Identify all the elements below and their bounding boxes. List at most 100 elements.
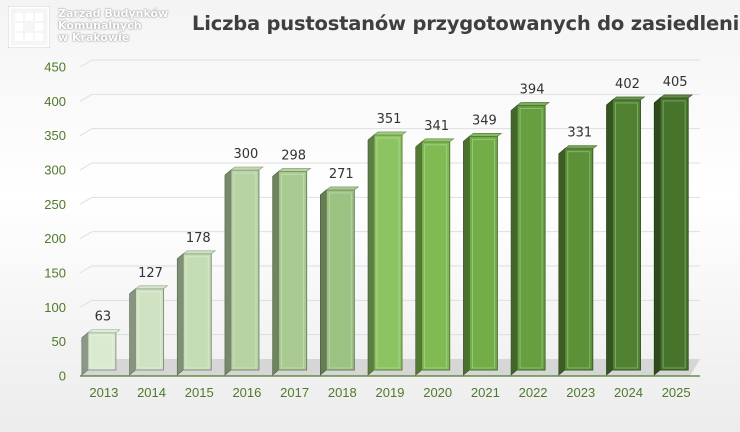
bar-highlight bbox=[615, 102, 638, 369]
bar-highlight bbox=[233, 172, 257, 369]
gridline-depth bbox=[79, 265, 93, 274]
bar-side bbox=[653, 97, 661, 376]
bar-top bbox=[468, 133, 503, 137]
bar-front bbox=[468, 135, 498, 371]
bar-top bbox=[420, 138, 455, 143]
y-tick-label: 100 bbox=[44, 300, 66, 315]
bar bbox=[176, 250, 217, 376]
data-label: 351 bbox=[377, 112, 402, 127]
logo-line-1: Zarząd Budynków bbox=[58, 7, 169, 20]
bar-top bbox=[659, 94, 694, 99]
bar bbox=[129, 285, 169, 376]
bar-side bbox=[463, 135, 470, 376]
x-tick-label: 2017 bbox=[280, 385, 309, 400]
axes: 0 50 100 150 200 250 300 350 400 450 2013 2014 2015 2… bbox=[44, 60, 700, 400]
bar-front bbox=[325, 189, 355, 371]
bar-side bbox=[272, 170, 279, 376]
x-tick-label: 2024 bbox=[614, 385, 643, 400]
bar-highlight bbox=[519, 108, 543, 369]
x-tick-label: 2022 bbox=[519, 385, 548, 400]
logo-line-2: Komunalnych bbox=[58, 19, 142, 32]
y-tick-label: 350 bbox=[44, 128, 66, 143]
bar-side bbox=[510, 104, 518, 376]
bar-side bbox=[176, 253, 184, 376]
zbk-logo-mark-icon bbox=[8, 6, 50, 48]
x-tick-label: 2018 bbox=[328, 385, 357, 400]
bar-side bbox=[81, 332, 89, 376]
bar-side bbox=[320, 189, 327, 376]
bar-top bbox=[86, 329, 121, 334]
bar-front bbox=[516, 104, 546, 371]
bar-side bbox=[129, 288, 136, 376]
bar-top bbox=[277, 168, 312, 172]
y-tick-label: 450 bbox=[44, 60, 66, 75]
x-tick-label: 2016 bbox=[232, 385, 261, 400]
bar-front bbox=[278, 170, 308, 371]
gridline-depth bbox=[79, 162, 93, 171]
data-label: 178 bbox=[186, 231, 211, 246]
bar-highlight bbox=[567, 151, 591, 369]
gridline-depth bbox=[79, 196, 93, 205]
bar-top bbox=[611, 96, 646, 101]
gridline-depth bbox=[79, 231, 93, 240]
data-label: 127 bbox=[138, 266, 163, 281]
bar-front bbox=[87, 332, 117, 371]
data-label: 349 bbox=[472, 113, 497, 128]
data-label: 300 bbox=[234, 147, 259, 162]
y-tick-label: 400 bbox=[44, 94, 66, 109]
bar-highlight bbox=[90, 335, 114, 369]
bars bbox=[81, 94, 694, 376]
bar-top bbox=[373, 131, 407, 136]
bar-front bbox=[373, 134, 403, 371]
bar-highlight bbox=[328, 192, 352, 369]
data-label: 298 bbox=[281, 148, 306, 163]
bar bbox=[81, 329, 121, 376]
x-tick-label: 2021 bbox=[471, 385, 500, 400]
bar-top bbox=[134, 285, 169, 290]
bar bbox=[510, 102, 550, 376]
data-label: 394 bbox=[520, 82, 545, 97]
gridline-depth bbox=[79, 59, 93, 68]
data-label: 405 bbox=[663, 75, 688, 90]
zbk-logo-text: Zarząd Budynków Komunalnych w Krakowie bbox=[58, 8, 168, 44]
bar bbox=[415, 138, 455, 376]
x-tick-label: 2014 bbox=[137, 385, 166, 400]
bar bbox=[653, 94, 694, 376]
zbk-logo: Zarząd Budynków Komunalnych w Krakowie bbox=[8, 6, 180, 50]
gridline-depth bbox=[79, 93, 93, 102]
bar-side bbox=[415, 141, 422, 376]
bar bbox=[224, 166, 264, 376]
bar bbox=[463, 133, 503, 376]
data-label: 271 bbox=[329, 167, 354, 182]
bar-front bbox=[135, 288, 165, 371]
y-tick-label: 300 bbox=[44, 163, 66, 178]
bar bbox=[272, 168, 312, 376]
bar-front bbox=[182, 253, 212, 371]
data-label: 63 bbox=[95, 310, 112, 325]
y-tick-label: 50 bbox=[52, 334, 66, 349]
gridline-depth bbox=[79, 128, 93, 137]
bar-top bbox=[516, 102, 550, 106]
bar-highlight bbox=[281, 173, 305, 369]
bar-front bbox=[421, 141, 451, 371]
bar-highlight bbox=[471, 138, 495, 369]
x-tick-label: 2013 bbox=[89, 385, 118, 400]
data-label: 331 bbox=[567, 126, 592, 141]
bar-top bbox=[563, 145, 598, 150]
bar-front bbox=[611, 99, 641, 371]
x-tick-label: 2019 bbox=[376, 385, 405, 400]
data-label: 341 bbox=[424, 119, 449, 134]
gridline-depth bbox=[79, 299, 93, 308]
x-tick-label: 2020 bbox=[423, 385, 452, 400]
chart-title: Liczba pustostanów przygotowanych do zas… bbox=[192, 12, 740, 35]
data-labels: 63 127 178 300 298 271 351 341 349 394 331 402 405 bbox=[95, 75, 688, 325]
bar-front bbox=[230, 169, 260, 371]
bar bbox=[320, 186, 360, 376]
bar-top bbox=[182, 250, 217, 255]
bar-front bbox=[659, 97, 689, 371]
x-tick-label: 2025 bbox=[662, 385, 691, 400]
bar-top bbox=[230, 166, 264, 171]
data-label: 402 bbox=[615, 77, 640, 92]
y-tick-label: 200 bbox=[44, 231, 66, 246]
x-tick-label: 2015 bbox=[185, 385, 214, 400]
